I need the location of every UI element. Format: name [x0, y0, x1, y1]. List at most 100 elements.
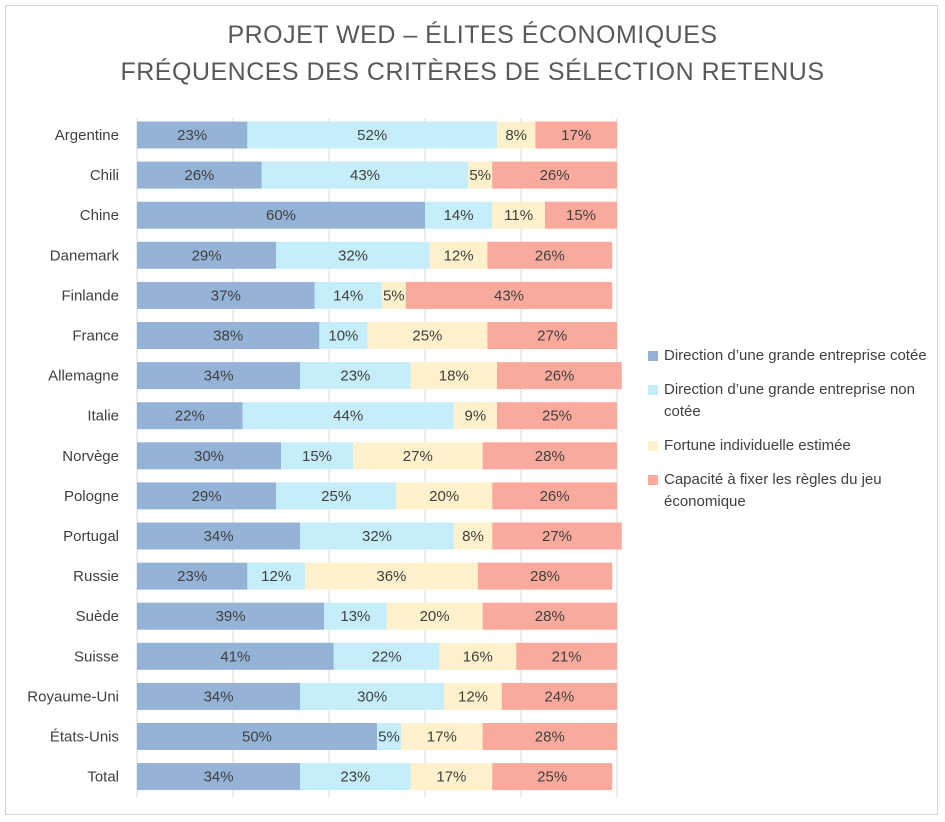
- data-label: 26%: [535, 247, 565, 264]
- data-label: 5%: [469, 167, 491, 184]
- legend-label: Fortune individuelle estimée: [664, 437, 851, 454]
- category-label: Danemark: [50, 247, 120, 264]
- bar-segment: [492, 482, 617, 510]
- data-label: 34%: [204, 688, 234, 705]
- legend-swatch: [648, 351, 658, 361]
- data-label: 18%: [439, 368, 469, 385]
- category-label: Italie: [87, 408, 119, 425]
- bar-segment: [137, 322, 320, 349]
- data-label: 25%: [537, 769, 567, 786]
- data-label: 41%: [220, 648, 250, 665]
- data-label: 25%: [321, 488, 351, 505]
- bar-segment: [137, 763, 301, 791]
- bar-segment: [492, 161, 617, 189]
- bar-segment: [501, 682, 617, 710]
- category-label: Total: [87, 769, 119, 786]
- data-label: 12%: [458, 688, 488, 705]
- bar-segment: [497, 121, 536, 149]
- bar-segment: [453, 522, 493, 550]
- chart-legend: Direction d’une grande entreprise cotée D…: [646, 345, 936, 525]
- category-label: France: [72, 328, 119, 345]
- bar-segment: [137, 522, 301, 550]
- bar-segment: [429, 241, 488, 269]
- bar-segment: [314, 281, 382, 309]
- category-label: Russie: [73, 568, 119, 585]
- bar-segment: [497, 362, 622, 390]
- legend-swatch: [648, 385, 658, 395]
- data-label: 20%: [420, 608, 450, 625]
- bar-segment: [545, 201, 617, 229]
- chart-title: PROJET WED – ÉLITES ÉCONOMIQUES: [227, 21, 718, 49]
- data-label: 30%: [194, 448, 224, 465]
- legend-label: Direction d’une grande entreprise cotée: [664, 347, 927, 364]
- data-label: 12%: [261, 568, 291, 585]
- bar-segment: [396, 482, 493, 510]
- data-label: 26%: [540, 167, 570, 184]
- legend-label: Direction d’une grande entreprise non co…: [664, 381, 915, 420]
- legend-swatch: [648, 441, 658, 451]
- bar-segment: [377, 723, 401, 750]
- bar-segment: [247, 562, 305, 590]
- bar-segment: [497, 402, 617, 430]
- data-label: 10%: [328, 328, 358, 345]
- category-label: Chili: [90, 167, 119, 184]
- data-label: 28%: [535, 608, 565, 625]
- data-label: 39%: [216, 608, 246, 625]
- bar-segment: [333, 642, 440, 670]
- bar-segment: [482, 602, 617, 630]
- bar-segment: [137, 161, 262, 189]
- data-label: 13%: [340, 608, 370, 625]
- data-label: 28%: [535, 448, 565, 465]
- legend-item: Direction d’une grande entreprise non co…: [646, 379, 936, 423]
- data-label: 26%: [544, 368, 574, 385]
- bar-segment: [487, 322, 617, 349]
- bar-segment: [410, 763, 493, 791]
- bar-segment: [516, 642, 617, 670]
- bar-segment: [353, 442, 483, 470]
- bar-segment: [453, 402, 497, 430]
- data-label: 20%: [429, 488, 459, 505]
- bar-segment: [242, 402, 454, 430]
- bar-segment: [137, 482, 277, 510]
- data-label: 29%: [192, 488, 222, 505]
- data-label: 60%: [266, 207, 296, 224]
- bar-segment: [324, 602, 387, 630]
- bar-segment: [137, 241, 277, 269]
- data-label: 52%: [357, 127, 387, 144]
- bar-segment: [137, 402, 243, 430]
- data-label: 23%: [177, 127, 207, 144]
- data-label: 43%: [494, 287, 524, 304]
- bar-segment: [137, 121, 248, 149]
- chart-subtitle: FRÉQUENCES DES CRITÈRES DE SÉLECTION RET…: [120, 58, 825, 86]
- category-label: Chine: [80, 207, 119, 224]
- legend-item: Fortune individuelle estimée: [646, 435, 936, 457]
- bar-segment: [439, 642, 517, 670]
- data-label: 22%: [372, 648, 402, 665]
- category-label: Suisse: [74, 648, 119, 665]
- bar-segment: [276, 241, 430, 269]
- data-label: 23%: [340, 769, 370, 786]
- bar-segment: [276, 482, 397, 510]
- data-label: 50%: [242, 729, 272, 746]
- bar-segment: [482, 723, 617, 750]
- data-label: 8%: [505, 127, 527, 144]
- bar-segment: [535, 121, 617, 149]
- bar-segment: [367, 322, 488, 349]
- data-label: 24%: [544, 688, 574, 705]
- data-label: 25%: [412, 328, 442, 345]
- bar-segment: [487, 241, 613, 269]
- bar-segment: [281, 442, 353, 470]
- data-label: 17%: [427, 729, 457, 746]
- data-label: 9%: [465, 408, 487, 425]
- bar-segment: [319, 322, 368, 349]
- bar-segment: [137, 682, 301, 710]
- data-label: 23%: [177, 568, 207, 585]
- bar-segment: [300, 522, 454, 550]
- bar-segment: [300, 682, 445, 710]
- category-label: Argentine: [55, 127, 119, 144]
- legend-swatch: [648, 475, 658, 485]
- category-label: Portugal: [63, 528, 119, 545]
- data-label: 5%: [383, 287, 405, 304]
- category-label: Royaume-Uni: [27, 688, 119, 705]
